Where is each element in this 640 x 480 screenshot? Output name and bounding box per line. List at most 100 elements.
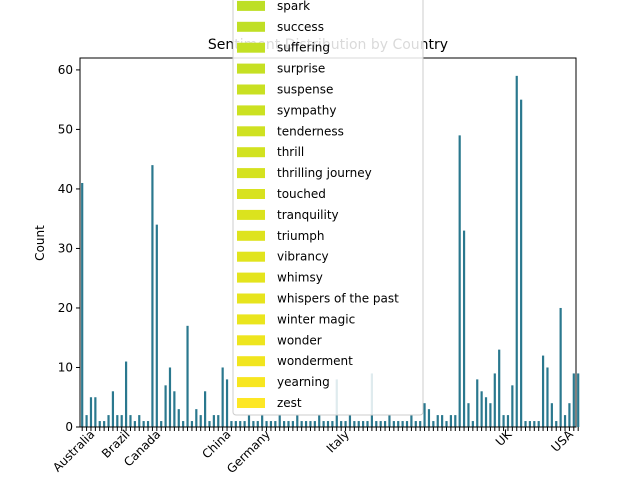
bar (98, 421, 101, 427)
bar (243, 421, 246, 427)
legend-swatch (237, 168, 265, 179)
bar (304, 421, 308, 427)
bar (85, 415, 88, 427)
y-tick-label: 10 (58, 360, 73, 374)
legend-label: whispers of the past (277, 292, 399, 306)
bar (577, 373, 580, 427)
legend-label: zest (277, 396, 302, 410)
bar (405, 421, 409, 427)
bar (103, 421, 106, 427)
legend-label: suffering (277, 41, 330, 55)
bar (366, 421, 369, 427)
bar (445, 421, 448, 427)
bar (146, 421, 150, 427)
bar (528, 421, 532, 427)
bar (467, 403, 470, 427)
legend-swatch (237, 189, 265, 199)
bar (357, 421, 360, 427)
bar (120, 415, 123, 427)
legend-swatch (237, 335, 265, 346)
bar (344, 421, 347, 427)
legend-label: suspense (277, 83, 333, 97)
legend-swatch (237, 126, 265, 137)
bar (124, 361, 128, 427)
bar (326, 421, 330, 427)
bar (225, 379, 229, 427)
bar (182, 421, 185, 427)
legend-label: thrill (277, 145, 304, 159)
bar (195, 409, 198, 427)
y-tick-label: 50 (58, 122, 73, 136)
bar (138, 415, 141, 427)
bar (537, 421, 540, 427)
bar (173, 391, 176, 427)
bar (392, 421, 395, 427)
bar (318, 415, 321, 427)
legend-label: spark (277, 0, 310, 13)
bar (572, 373, 575, 427)
bar (515, 75, 518, 428)
bar (506, 415, 510, 427)
bar (362, 421, 365, 427)
legend-label: tenderness (277, 124, 344, 138)
bar (168, 367, 172, 427)
bar (383, 421, 387, 427)
bar (555, 421, 558, 427)
legend-label: winter magic (277, 312, 355, 326)
bar (252, 421, 255, 427)
bar (524, 421, 527, 427)
bar (239, 421, 242, 427)
bar (274, 421, 277, 427)
legend-label: success (277, 20, 324, 34)
bar (155, 224, 158, 427)
bar (309, 421, 312, 427)
bar (471, 421, 474, 427)
legend-swatch (237, 272, 265, 283)
bar (322, 421, 325, 427)
bar (164, 385, 167, 427)
legend-label: wonder (277, 333, 322, 347)
bar (142, 421, 145, 427)
x-tick-label: China (199, 427, 233, 461)
legend-swatch (237, 209, 265, 220)
bar (265, 421, 268, 427)
bar (436, 415, 439, 427)
legend-swatch (237, 42, 265, 53)
bar (107, 415, 110, 427)
legend-label: surprise (277, 62, 325, 76)
y-tick-label: 40 (58, 182, 73, 196)
bar (89, 397, 93, 427)
legend-label: tranquility (277, 208, 339, 222)
bar (133, 421, 136, 427)
bar (480, 391, 483, 427)
bar (230, 421, 233, 427)
y-tick-label: 60 (58, 63, 73, 77)
bar (432, 421, 435, 427)
bar (160, 421, 163, 427)
legend-swatch (237, 314, 265, 325)
legend-label: wonderment (277, 354, 353, 368)
legend-swatch (237, 251, 265, 262)
legend-swatch (237, 0, 265, 11)
legend-label: touched (277, 187, 326, 201)
bar (208, 421, 211, 427)
bar (559, 307, 562, 427)
bar (375, 421, 378, 427)
bar (278, 415, 281, 427)
bar (111, 391, 115, 427)
bar (177, 409, 180, 427)
bar (204, 391, 207, 427)
x-tick-label: Germany (224, 427, 273, 476)
bar (511, 385, 514, 427)
bar (190, 421, 194, 427)
bar (151, 165, 154, 427)
legend-label: thrilling journey (277, 166, 372, 180)
y-tick-label: 30 (58, 241, 73, 255)
bar (221, 367, 224, 427)
legend-swatch (237, 356, 265, 367)
bar (498, 349, 501, 427)
bar (489, 403, 492, 427)
bar (462, 230, 466, 427)
legend-swatch (237, 293, 265, 304)
